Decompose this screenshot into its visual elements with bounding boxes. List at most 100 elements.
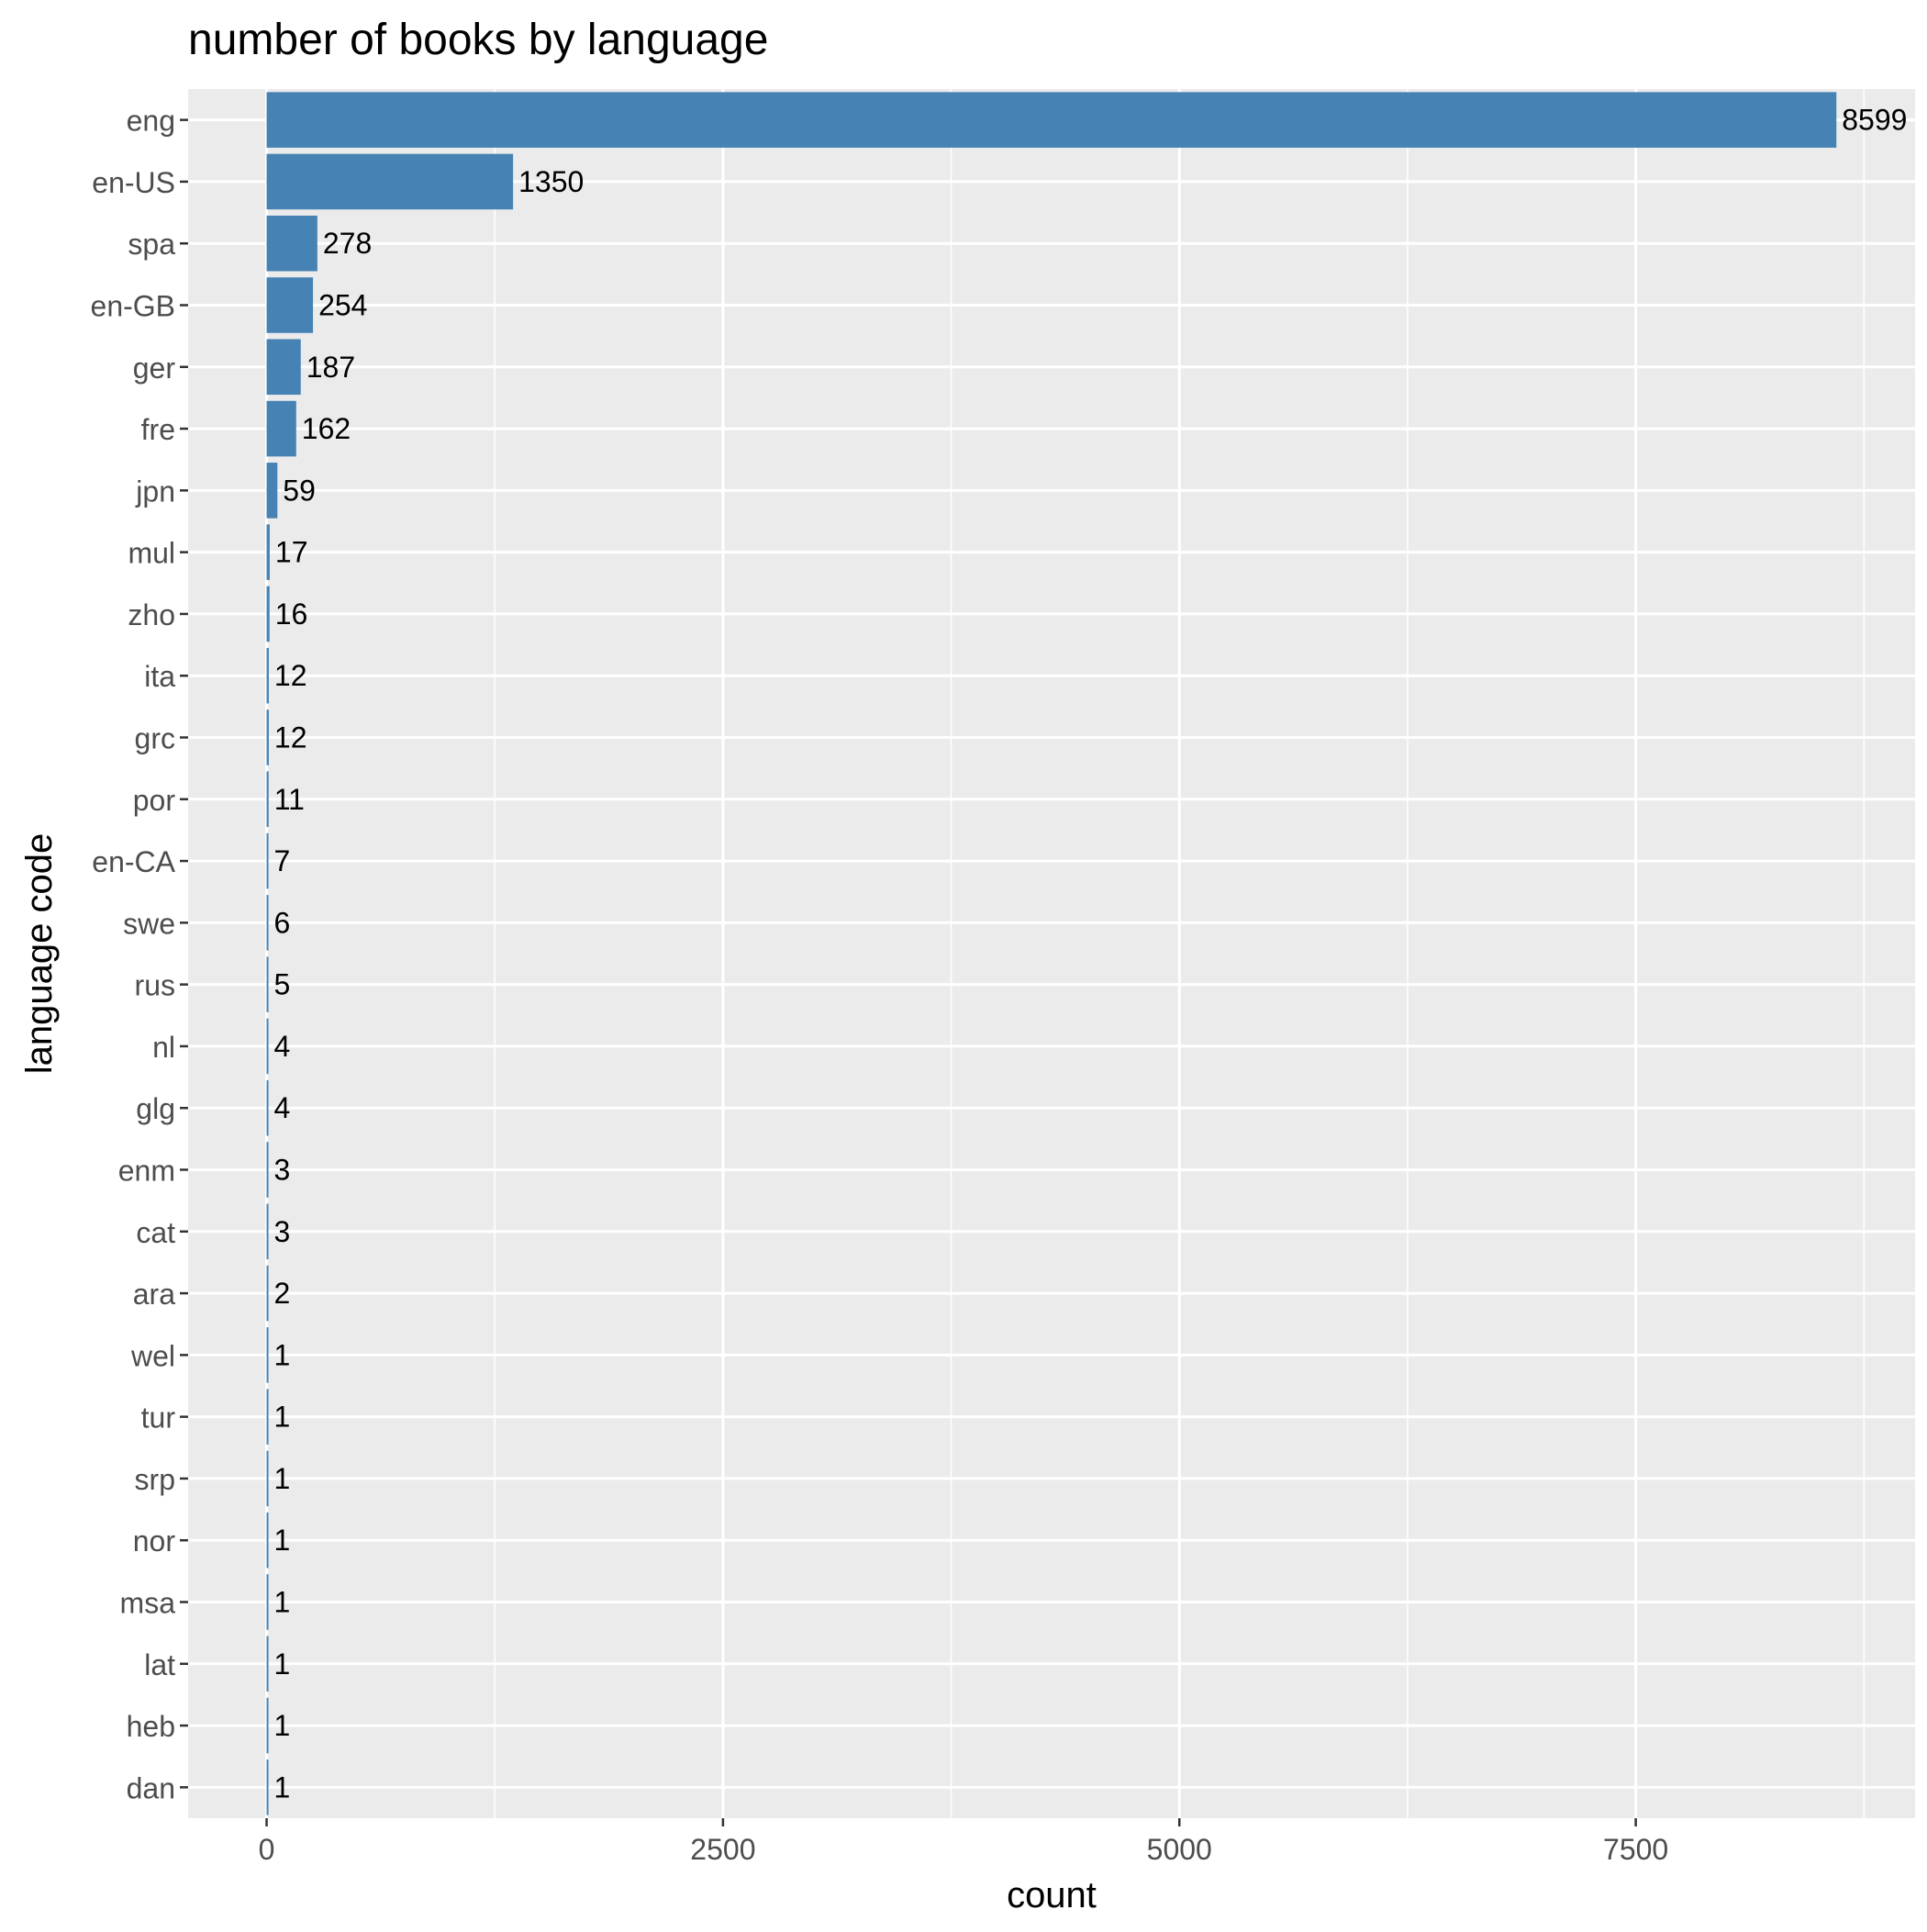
y-tick-label-mul: mul bbox=[128, 537, 175, 570]
bar-en-GB bbox=[266, 277, 314, 333]
y-tick-label-ger: ger bbox=[133, 352, 176, 385]
bar-label-jpn: 59 bbox=[283, 474, 316, 507]
bar-label-nor: 1 bbox=[274, 1524, 291, 1557]
y-tick-label-nl: nl bbox=[152, 1031, 175, 1064]
bar-label-grc: 12 bbox=[274, 721, 307, 754]
y-tick-label-enm: enm bbox=[118, 1155, 175, 1188]
bar-label-spa: 278 bbox=[323, 227, 372, 260]
bar-labels-group: 8599135027825418716259171612121176544332… bbox=[274, 104, 1908, 1804]
bar-label-wel: 1 bbox=[274, 1338, 291, 1371]
bar-label-swe: 6 bbox=[274, 906, 291, 939]
bar-en-US bbox=[266, 153, 514, 210]
bar-label-ara: 2 bbox=[274, 1277, 291, 1310]
bar-zho bbox=[266, 586, 270, 642]
bar-glg bbox=[266, 1079, 269, 1136]
bar-label-cat: 3 bbox=[274, 1215, 291, 1248]
x-axis: 0 2500 5000 7500 bbox=[259, 1818, 1668, 1866]
bar-label-enm: 3 bbox=[274, 1154, 291, 1187]
x-tick-label: 5000 bbox=[1147, 1833, 1212, 1866]
y-tick-label-tur: tur bbox=[141, 1402, 176, 1435]
bar-label-glg: 4 bbox=[274, 1091, 291, 1124]
bar-label-en-US: 1350 bbox=[518, 165, 584, 198]
y-tick-label-en-CA: en-CA bbox=[92, 845, 175, 878]
bar-ita bbox=[266, 647, 269, 704]
plot-panel bbox=[188, 89, 1915, 1818]
bar-ara bbox=[266, 1265, 269, 1322]
bar-mul bbox=[266, 524, 270, 580]
bar-dan bbox=[266, 1759, 269, 1815]
y-tick-label-heb: heb bbox=[127, 1710, 175, 1743]
bar-ger bbox=[266, 339, 301, 396]
bar-msa bbox=[266, 1574, 269, 1630]
y-axis: eng en-US spa en-GB ger fre jpn mul zho ita grc por… bbox=[91, 105, 188, 1804]
bar-lat bbox=[266, 1636, 269, 1692]
y-tick-label-cat: cat bbox=[136, 1216, 175, 1249]
bar-label-ita: 12 bbox=[274, 659, 307, 692]
bar-fre bbox=[266, 400, 296, 457]
bar-label-en-GB: 254 bbox=[318, 289, 367, 322]
bar-eng bbox=[266, 92, 1837, 148]
x-tick-label: 0 bbox=[259, 1833, 275, 1866]
bars-group bbox=[266, 92, 1837, 1815]
y-tick-label-en-GB: en-GB bbox=[91, 290, 175, 323]
bar-por bbox=[266, 771, 269, 828]
bar-label-srp: 1 bbox=[274, 1462, 291, 1495]
bar-label-eng: 8599 bbox=[1842, 104, 1907, 137]
bar-label-en-CA: 7 bbox=[274, 844, 291, 877]
y-tick-label-zho: zho bbox=[128, 598, 175, 631]
bar-label-msa: 1 bbox=[274, 1586, 291, 1619]
y-tick-label-srp: srp bbox=[135, 1463, 175, 1496]
bar-cat bbox=[266, 1203, 269, 1260]
x-tick-label: 2500 bbox=[690, 1833, 755, 1866]
y-tick-label-grc: grc bbox=[135, 722, 175, 755]
y-tick-label-lat: lat bbox=[144, 1648, 175, 1681]
y-tick-label-rus: rus bbox=[135, 969, 175, 1002]
y-tick-label-fre: fre bbox=[141, 413, 175, 446]
y-tick-label-wel: wel bbox=[130, 1339, 175, 1372]
y-tick-label-en-US: en-US bbox=[92, 166, 175, 199]
bar-label-por: 11 bbox=[274, 783, 305, 816]
bar-label-nl: 4 bbox=[274, 1030, 291, 1063]
y-tick-label-spa: spa bbox=[128, 228, 175, 261]
bar-label-lat: 1 bbox=[274, 1647, 291, 1681]
bar-label-fre: 162 bbox=[302, 412, 351, 445]
bar-label-zho: 16 bbox=[275, 597, 308, 631]
bar-heb bbox=[266, 1697, 269, 1754]
y-tick-label-jpn: jpn bbox=[135, 475, 175, 508]
bar-nor bbox=[266, 1512, 269, 1569]
y-tick-label-ara: ara bbox=[133, 1278, 175, 1311]
bar-label-heb: 1 bbox=[274, 1709, 291, 1742]
bar-tur bbox=[266, 1389, 269, 1445]
bar-srp bbox=[266, 1450, 269, 1507]
y-tick-label-msa: msa bbox=[120, 1587, 176, 1620]
bar-en-CA bbox=[266, 832, 269, 889]
bar-grc bbox=[266, 709, 269, 765]
bar-label-tur: 1 bbox=[274, 1401, 291, 1434]
bar-nl bbox=[266, 1018, 269, 1075]
bar-label-mul: 17 bbox=[275, 536, 308, 569]
bar-spa bbox=[266, 215, 317, 272]
bar-rus bbox=[266, 956, 269, 1012]
bar-enm bbox=[266, 1142, 269, 1198]
x-axis-title: count bbox=[1007, 1875, 1097, 1915]
y-tick-label-dan: dan bbox=[127, 1771, 175, 1804]
bar-label-ger: 187 bbox=[306, 351, 355, 384]
y-tick-label-eng: eng bbox=[127, 105, 175, 138]
y-tick-label-ita: ita bbox=[144, 660, 175, 693]
major-gridlines bbox=[188, 89, 1915, 1818]
bar-swe bbox=[266, 895, 269, 951]
y-tick-label-glg: glg bbox=[136, 1092, 175, 1125]
x-tick-label: 7500 bbox=[1603, 1833, 1668, 1866]
chart-title: number of books by language bbox=[188, 16, 768, 64]
bar-wel bbox=[266, 1327, 269, 1383]
bar-label-dan: 1 bbox=[274, 1770, 291, 1804]
y-tick-label-por: por bbox=[133, 784, 176, 817]
y-tick-label-swe: swe bbox=[123, 907, 175, 940]
bar-jpn bbox=[266, 463, 278, 519]
y-tick-label-nor: nor bbox=[133, 1524, 176, 1558]
minor-gridlines bbox=[494, 89, 1866, 1818]
bar-label-rus: 5 bbox=[274, 968, 291, 1001]
y-axis-title: language code bbox=[19, 833, 60, 1074]
